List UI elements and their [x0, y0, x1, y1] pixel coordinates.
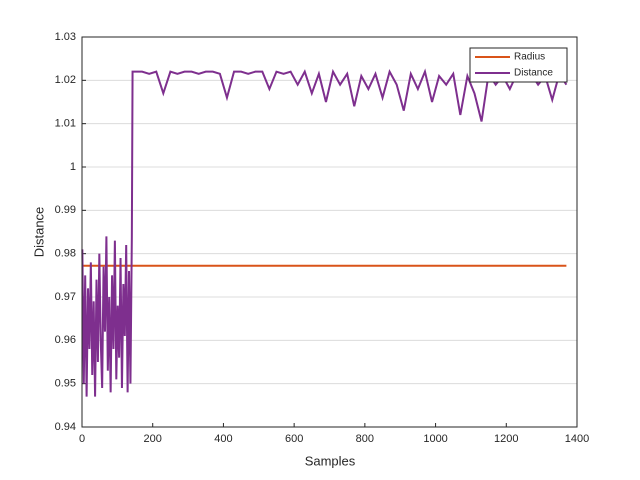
y-tick-label: 0.96	[55, 334, 76, 346]
plot-area	[82, 37, 577, 427]
y-tick-label: 0.98	[55, 248, 76, 260]
x-tick-label: 1400	[565, 433, 589, 445]
x-tick-label: 400	[214, 433, 232, 445]
y-axis-label: Distance	[31, 207, 46, 258]
x-tick-label: 800	[356, 433, 374, 445]
x-tick-label: 1000	[423, 433, 447, 445]
data-line	[81, 68, 568, 397]
y-tick-label: 1.03	[55, 31, 76, 43]
y-tick-label: 0.97	[55, 291, 76, 303]
plot-border	[81, 36, 578, 428]
y-tick-label: 0.95	[55, 378, 76, 390]
x-tick-label: 600	[285, 433, 303, 445]
legend-box	[469, 47, 568, 83]
y-tick-label: 1.02	[55, 74, 76, 86]
x-axis-label: Samples	[305, 453, 356, 468]
legend-label: Distance	[514, 68, 553, 79]
x-tick-label: 200	[144, 433, 162, 445]
y-tick-label: 0.94	[55, 421, 76, 433]
y-tick-label: 0.99	[55, 204, 76, 216]
y-tick-label: 1.01	[55, 118, 76, 130]
y-tick-label: 1	[70, 161, 76, 173]
x-tick-label: 1200	[494, 433, 518, 445]
legend-label: Radius	[514, 52, 545, 63]
x-tick-label: 0	[79, 433, 85, 445]
